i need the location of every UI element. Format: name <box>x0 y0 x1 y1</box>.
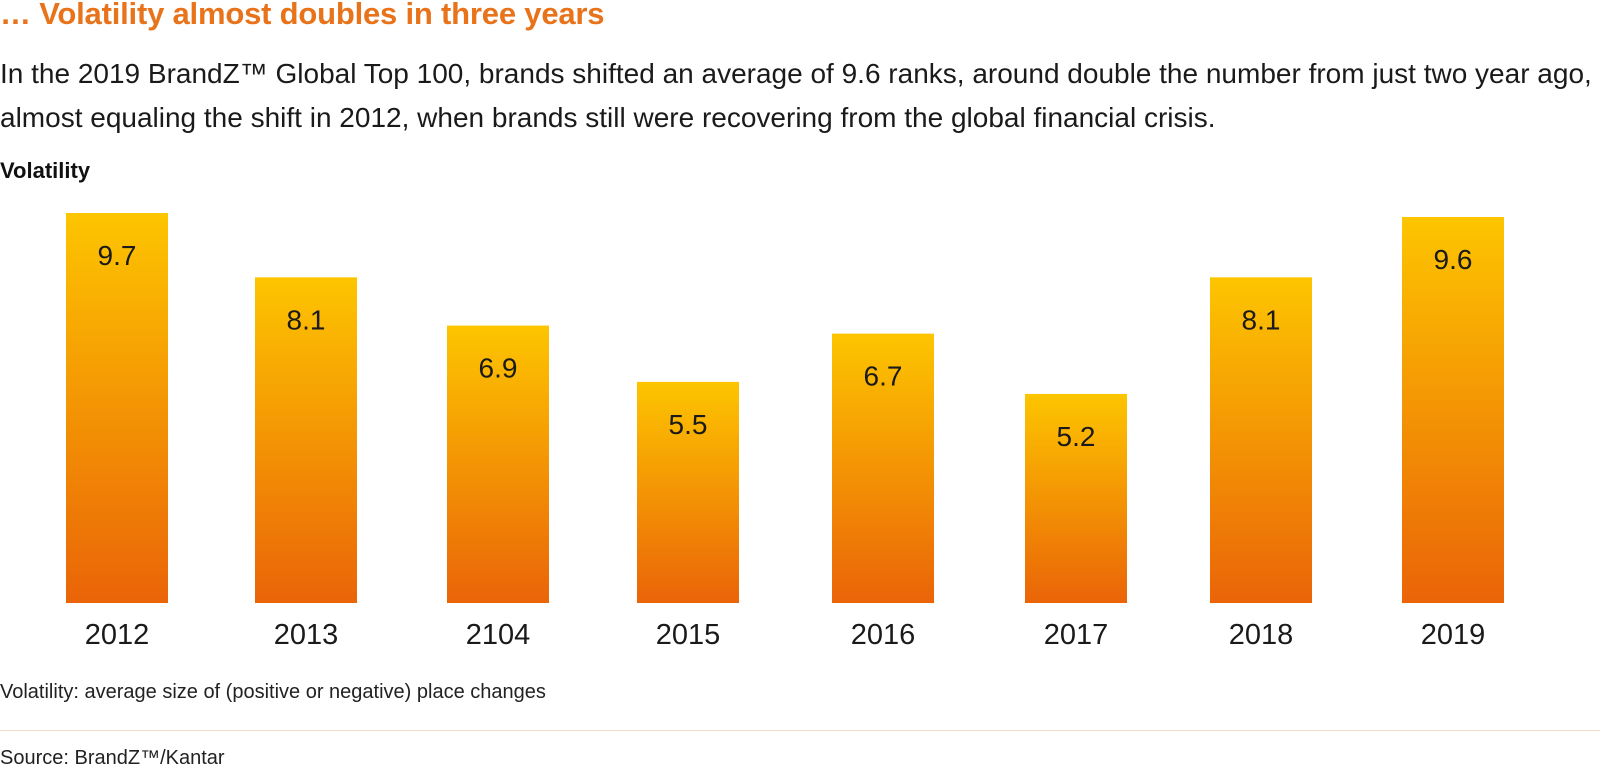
bar-2013 <box>255 277 357 603</box>
footnote: Volatility: average size of (positive or… <box>0 681 546 703</box>
bar-2019 <box>1402 217 1504 603</box>
category-label-2016: 2016 <box>851 619 916 650</box>
source-note: Source: BrandZ™/Kantar <box>0 747 225 769</box>
value-label-2017: 5.2 <box>1057 421 1096 452</box>
category-label-2018: 2018 <box>1229 619 1294 650</box>
category-label-2104: 2104 <box>466 619 531 650</box>
category-label-2013: 2013 <box>274 619 339 650</box>
category-label-2015: 2015 <box>656 619 721 650</box>
chart-label: Volatility <box>0 158 91 183</box>
value-label-2018: 8.1 <box>1242 304 1281 335</box>
page-title: … Volatility almost doubles in three yea… <box>0 0 605 31</box>
value-label-2012: 9.7 <box>98 240 137 271</box>
bar-2018 <box>1210 277 1312 603</box>
value-label-2104: 6.9 <box>479 353 518 384</box>
bar-2016 <box>832 333 934 603</box>
bar-2012 <box>66 213 168 603</box>
value-label-2019: 9.6 <box>1434 244 1473 275</box>
value-label-2013: 8.1 <box>287 304 326 335</box>
category-label-2019: 2019 <box>1421 619 1486 650</box>
bar-2017 <box>1025 393 1127 603</box>
bar-2104 <box>447 325 549 603</box>
category-label-2012: 2012 <box>85 619 150 650</box>
bars-group: 9.7 2012 8.1 2013 6.9 2104 5.5 2015 6.7 2016 5.2 20… <box>66 213 1504 650</box>
category-label-2017: 2017 <box>1044 619 1109 650</box>
intro-paragraph: In the 2019 BrandZ™ Global Top 100, bran… <box>0 58 1592 133</box>
divider <box>0 730 1600 731</box>
volatility-bar-chart: 9.7 2012 8.1 2013 6.9 2104 5.5 2015 6.7 2016 5.2 20… <box>66 213 1504 650</box>
value-label-2015: 5.5 <box>669 409 708 440</box>
value-label-2016: 6.7 <box>864 361 903 392</box>
bar-2015 <box>637 381 739 603</box>
